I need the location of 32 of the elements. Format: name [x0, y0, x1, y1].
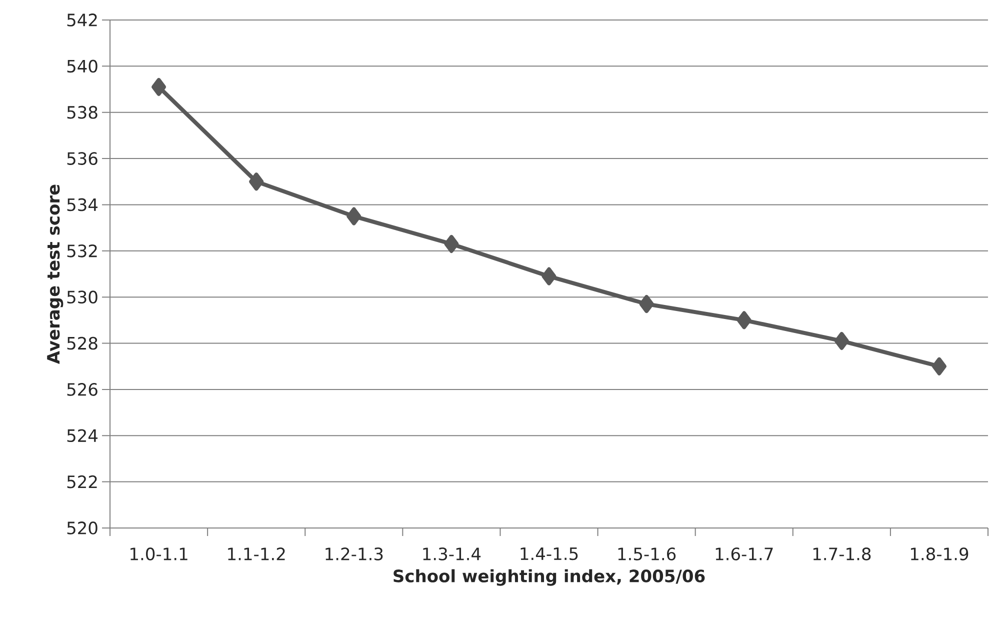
- point: [542, 267, 556, 286]
- x-tick-label: 1.2-1.3: [326, 548, 383, 560]
- x-tick-label: 1.6-1.7: [716, 548, 773, 560]
- point: [249, 172, 264, 191]
- point: [932, 357, 946, 376]
- point: [834, 332, 849, 350]
- y-tick-label: 528: [67, 336, 98, 350]
- y-tick-label: 538: [67, 106, 98, 119]
- y-tick-label: 522: [67, 475, 97, 488]
- x-tick-label: 1.5-1.6: [618, 548, 676, 560]
- x-tick-label: 1.8-1.9: [910, 548, 968, 560]
- y-tick-label: 520: [67, 522, 98, 534]
- y-tick-label: 524: [67, 429, 98, 442]
- point: [736, 311, 752, 330]
- y-tick-label: 540: [67, 60, 98, 73]
- point: [152, 78, 166, 96]
- y-tick-label: 532: [67, 244, 97, 258]
- x-tick-label: 1.3-1.4: [423, 548, 481, 560]
- x-axis-title: School weighting index, 2005/06: [394, 569, 705, 586]
- x-tick-label: 1.0-1.1: [130, 548, 188, 560]
- y-tick-label: 542: [67, 14, 97, 26]
- point: [639, 295, 654, 314]
- y-axis-title: Average test score: [47, 184, 64, 364]
- point: [346, 207, 362, 226]
- y-tick-label: 526: [67, 383, 98, 396]
- y-tick-label: 534: [67, 198, 98, 212]
- x-tick-label: 1.1-1.2: [228, 548, 285, 560]
- x-tick-label: 1.7-1.8: [813, 548, 871, 560]
- y-tick-label: 530: [67, 290, 98, 304]
- point: [444, 234, 459, 253]
- y-tick-label: 536: [67, 152, 98, 165]
- x-tick-label: 1.4-1.5: [520, 548, 578, 560]
